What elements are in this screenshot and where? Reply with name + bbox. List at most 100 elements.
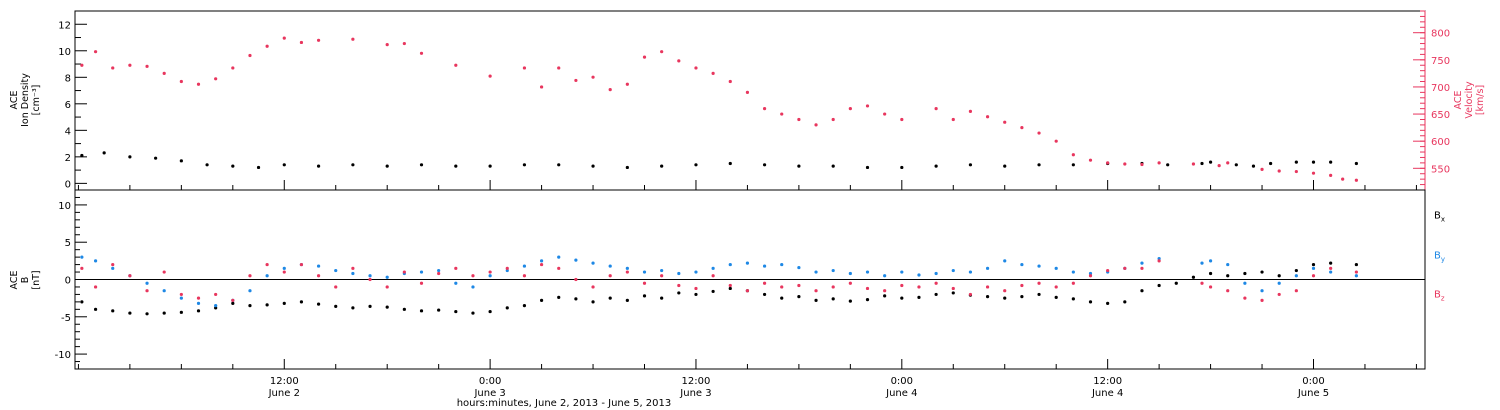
bx-series-point [1140,289,1144,293]
bz-series-point [797,283,801,288]
by-series-point [1277,281,1281,285]
velocity-series-point [231,66,235,70]
velocity-series-point [1217,163,1221,168]
bz-series-point [900,283,904,288]
velocity-series-point [1037,131,1041,135]
velocity-series-point [1354,178,1358,182]
velocity-series-point [848,107,852,111]
ion-density-series-point [282,163,286,167]
ion-density-series-point [968,163,973,167]
bz-series-point [574,277,578,282]
velocity-series-point [745,90,750,94]
by-series-point [265,274,269,278]
by-series-point [745,261,750,265]
ion-density-series-point [1166,163,1170,167]
bz-series-point [145,289,149,293]
ion-density-series-point [1200,161,1204,166]
by-series-point [1157,257,1161,261]
bz-series-point [677,283,681,288]
x-axis: hours:minutes, June 2, 2013 - June 5, 20… [268,376,1330,409]
by-series-point [505,268,509,273]
legend-subscript: z [1441,294,1445,302]
ion-density-series-point [557,163,561,167]
ion-density-series-point [80,153,84,158]
bx-series-point [1174,281,1178,285]
bx-series-point [917,295,921,299]
bx-series-point [814,298,818,302]
bx-series-point [831,297,835,301]
by-series-point [574,258,578,262]
bx-series-point [591,300,595,304]
legend-Bz: Bz [1434,289,1445,302]
legend-subscript: x [1441,215,1445,223]
velocity-series-point [865,104,870,108]
ion-density-series-point [1037,163,1041,167]
ion-density-series-point [1294,160,1298,164]
bx-series-point [848,299,852,303]
x-tick-label-day: June 3 [473,388,505,399]
by-series-point [1354,274,1358,278]
bz-series-point [951,286,955,291]
bz-series-point [557,266,561,270]
velocity-series-point [351,37,355,41]
bz-series [80,259,1358,302]
ion-density-series [80,151,1358,170]
bx-series-point [660,296,664,300]
top-panel-frame [74,10,1426,191]
b-axis-label: ACE B [nT] [9,270,42,289]
velocity-series-point [591,75,595,79]
bz-series-point [934,281,938,285]
by-series-point [831,268,835,273]
velocity-series-point [488,74,492,78]
bx-series-point [419,309,424,313]
bz-series-point [334,285,338,289]
bz-series-point [1311,274,1316,278]
velocity-series-point [1071,153,1075,157]
velocity-series-point [145,64,149,68]
density-axis-label-line: ACE [9,91,20,110]
velocity-series-point [1311,171,1316,175]
bz-series-point [1037,281,1041,285]
ion-density-series-point [231,164,235,168]
bz-series-point [968,292,973,297]
by-series-point [762,264,767,268]
velocity-series-point [780,112,784,116]
b-tick-label: 10 [58,201,71,212]
velocity-series-point [883,112,887,116]
bx-series-point [677,291,681,295]
by-series-point [80,255,84,259]
by-series-point [145,281,149,285]
bz-series-point [471,274,475,278]
bz-series-point [488,270,492,274]
bz-series-point [694,286,698,291]
by-series-point [1037,264,1041,268]
x-tick-label-time: 12:00 [270,376,299,387]
ion-density-series-point [694,163,698,167]
velocity-axis-label-line: Velocity [1464,81,1475,119]
bz-series-point [282,270,286,274]
density-tick-label: 0 [65,179,71,190]
by-series-point [471,285,475,289]
bx-series-point [625,298,629,302]
density-axis-label: ACE Ion Density [cm⁻³] [9,73,42,127]
velocity-tick-label: 700 [1431,83,1450,94]
velocity-series-point [934,107,938,111]
bx-series-point [145,312,149,316]
ion-density-series-point [1234,163,1238,167]
bx-series-point [316,302,321,306]
by-series-point [1226,262,1230,267]
by-series-point [1208,259,1213,263]
b-axis-label-line: B [20,277,31,284]
velocity-series-point [1277,169,1281,173]
bx-series-point [1260,270,1264,274]
density-tick-label: 8 [65,73,71,84]
bx-series-point [488,309,492,314]
b-axis-label-line: [nT] [31,270,42,289]
ion-density-series-point [1071,163,1075,167]
bz-series-point [1020,283,1024,288]
by-series-point [385,275,389,279]
bz-series-point [437,271,441,276]
velocity-series-point [454,63,458,67]
ion-density-series-point [728,161,732,166]
bx-series-point [334,304,338,308]
